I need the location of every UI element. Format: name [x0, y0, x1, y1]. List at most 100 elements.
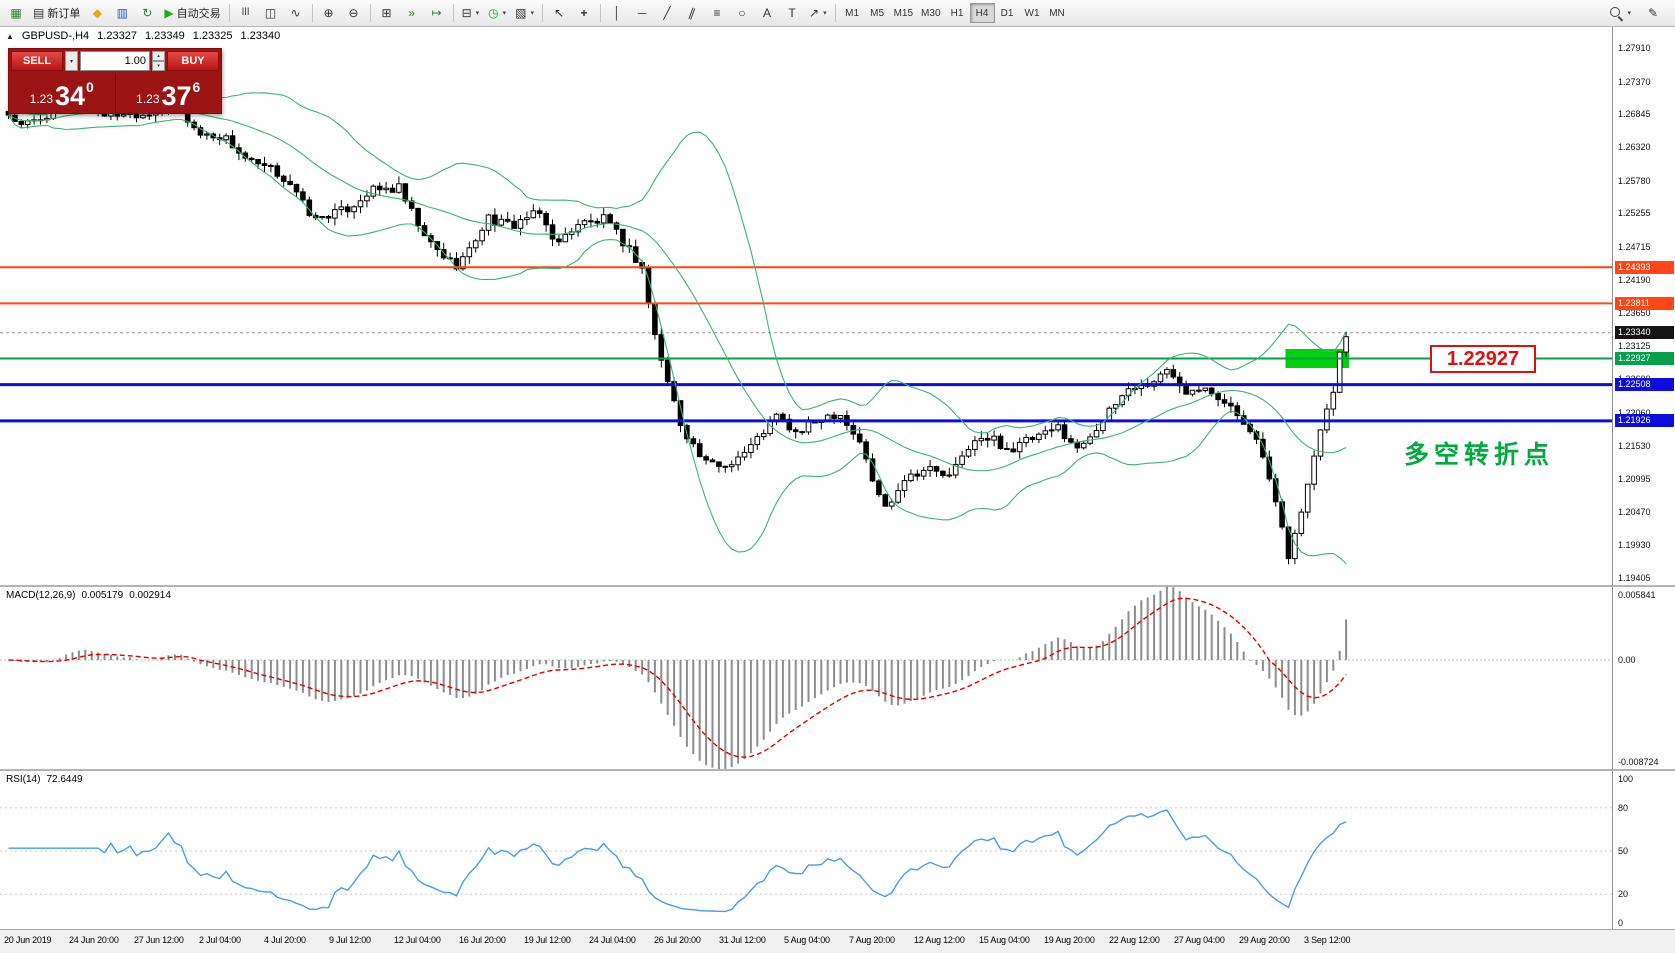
volume-down-icon[interactable]: ▾ — [152, 61, 165, 71]
macd-scale-zero: 0.00 — [1618, 655, 1636, 665]
macd-scale-min: -0.008724 — [1618, 757, 1659, 767]
oct-collapse-icon[interactable]: ▲ — [6, 31, 14, 41]
chart-workspace[interactable]: 1.27910 1.27370 1.26845 1.26320 1.25780 1.252… — [0, 27, 1675, 953]
time-tick: 31 Jul 12:00 — [719, 935, 766, 945]
vertical-line-button[interactable]: │ — [605, 2, 629, 24]
refresh-button[interactable]: ↻ — [135, 2, 159, 24]
price-level-callout[interactable]: 1.22927 — [1430, 345, 1536, 373]
price-axis[interactable]: 1.27910 1.27370 1.26845 1.26320 1.25780 1.252… — [1612, 27, 1675, 929]
timeframe-mn[interactable]: MN — [1045, 3, 1070, 23]
price-tick: 1.25780 — [1618, 176, 1651, 186]
rsi-canvas[interactable] — [0, 771, 1612, 929]
toolbar-separator — [834, 4, 836, 22]
timeframe-m1[interactable]: M1 — [840, 3, 865, 23]
panel-splitter[interactable] — [0, 769, 1675, 771]
time-tick: 16 Jul 20:00 — [459, 935, 506, 945]
time-tick: 15 Aug 04:00 — [979, 935, 1030, 945]
timeframe-m5[interactable]: M5 — [865, 3, 890, 23]
timeframe-h1[interactable]: H1 — [945, 3, 970, 23]
sell-price[interactable]: 1.23 34 0 — [9, 73, 115, 113]
bar-chart-icon: ǀǀǀ — [241, 7, 250, 18]
one-click-trading-panel: SELL ▾ ▴ ▾ BUY 1.23 34 0 1.23 37 6 — [8, 48, 222, 114]
chevron-down-icon: ▾ — [823, 10, 827, 17]
fibonacci-button[interactable]: ≡ — [705, 2, 729, 24]
price-axis-flag: 1.22927 — [1615, 352, 1674, 365]
price-tick: 1.20470 — [1618, 507, 1651, 517]
buy-price[interactable]: 1.23 37 6 — [114, 73, 222, 113]
volume-stepper[interactable]: ▴ ▾ — [152, 51, 165, 71]
channel-button[interactable]: ∥ — [680, 2, 704, 24]
search-button[interactable]: ▾ — [1605, 2, 1635, 24]
auto-scroll-button[interactable]: » — [400, 2, 424, 24]
community-button[interactable]: ✎ — [1641, 2, 1665, 24]
time-tick: 19 Aug 20:00 — [1044, 935, 1095, 945]
line-chart-button[interactable]: ∿ — [284, 2, 308, 24]
candlestick-button[interactable]: ◫ — [259, 2, 283, 24]
trendline-button[interactable]: ╱ — [655, 2, 679, 24]
bar-chart-button[interactable]: ǀǀǀ — [234, 2, 258, 24]
timeframe-w1[interactable]: W1 — [1020, 3, 1045, 23]
zoom-in-button[interactable]: ⊕ — [317, 2, 341, 24]
new-order-button[interactable]: ▤ 新订单 — [29, 2, 84, 24]
volume-input[interactable] — [80, 51, 150, 71]
zoom-out-button[interactable]: ⊖ — [342, 2, 366, 24]
timeframe-group: M1 M5 M15 M30 H1 H4 D1 W1 MN — [840, 3, 1070, 23]
price-axis-flag: 1.24393 — [1615, 261, 1674, 274]
shapes-button[interactable]: ○ — [730, 2, 754, 24]
close-value: 1.23340 — [240, 30, 281, 42]
price-tick: 1.24715 — [1618, 242, 1651, 252]
chart-shift-button[interactable]: ↦ — [425, 2, 449, 24]
turning-point-text: 多空转折点 — [1404, 441, 1555, 469]
timeframe-h4[interactable]: H4 — [969, 3, 995, 23]
panel-splitter[interactable] — [0, 585, 1675, 587]
time-axis[interactable]: 20 Jun 2019 24 Jun 20:00 27 Jun 12:00 2 Jul… — [0, 929, 1675, 953]
volume-up-icon[interactable]: ▴ — [152, 51, 165, 61]
text-button[interactable]: A — [755, 2, 779, 24]
templates-icon: ▧ — [515, 6, 527, 20]
arrows-button[interactable]: ↗ ▾ — [805, 2, 831, 24]
price-chart-canvas[interactable] — [0, 27, 1612, 585]
line-chart-icon: ∿ — [290, 6, 301, 20]
text-label-button[interactable]: T — [780, 2, 804, 24]
new-chart-icon: ⊟ — [461, 6, 472, 20]
terminal-button[interactable]: ▦ — [4, 2, 28, 24]
autotrading-button[interactable]: ▶ 自动交易 — [160, 2, 224, 24]
metaeditor-button[interactable]: ◆ — [85, 2, 109, 24]
buy-button[interactable]: BUY — [167, 51, 219, 71]
macd-canvas[interactable] — [0, 587, 1612, 769]
time-tick: 9 Jul 12:00 — [329, 935, 371, 945]
time-tick: 24 Jul 04:00 — [589, 935, 636, 945]
toolbar-separator — [600, 4, 602, 22]
new-order-label: 新订单 — [47, 8, 81, 20]
sell-options-caret[interactable]: ▾ — [65, 51, 78, 71]
price-tick: 1.23125 — [1618, 341, 1651, 351]
toolbar-separator — [311, 4, 313, 22]
time-tick: 12 Jul 04:00 — [394, 935, 441, 945]
fibonacci-icon: ≡ — [713, 6, 721, 20]
timeframe-m15[interactable]: M15 — [890, 3, 917, 23]
sell-price-sup: 0 — [86, 79, 94, 95]
chart-header: ▲ GBPUSD-,H4 1.23327 1.23349 1.23325 1.2… — [6, 30, 280, 42]
price-tick: 1.26845 — [1618, 109, 1651, 119]
vertical-line-icon: │ — [613, 6, 621, 20]
time-tick: 4 Jul 20:00 — [264, 935, 306, 945]
periods-button[interactable]: ◷ ▾ — [484, 2, 510, 24]
crosshair-button[interactable]: + — [572, 2, 596, 24]
crosshair-icon: + — [580, 6, 588, 20]
market-watch-button[interactable]: ▥ — [110, 2, 134, 24]
price-tick: 1.22060 — [1618, 408, 1651, 418]
timeframe-d1[interactable]: D1 — [995, 3, 1020, 23]
chevron-down-icon: ▾ — [502, 10, 507, 17]
price-tick: 1.24190 — [1618, 275, 1651, 285]
timeframe-m30[interactable]: M30 — [917, 3, 944, 23]
templates-button[interactable]: ▧ ▾ — [511, 2, 538, 24]
horizontal-line-button[interactable]: ─ — [630, 2, 654, 24]
new-chart-button[interactable]: ⊟ ▾ — [458, 2, 484, 24]
tile-windows-button[interactable]: ⊞ — [375, 2, 399, 24]
candlestick-icon: ◫ — [264, 6, 277, 20]
macd-signal-value: 0.002914 — [129, 590, 171, 601]
cursor-button[interactable]: ↖ — [547, 2, 571, 24]
sell-button[interactable]: SELL — [11, 51, 63, 71]
time-tick: 19 Jul 12:00 — [524, 935, 571, 945]
price-tick: 1.19930 — [1618, 540, 1651, 550]
